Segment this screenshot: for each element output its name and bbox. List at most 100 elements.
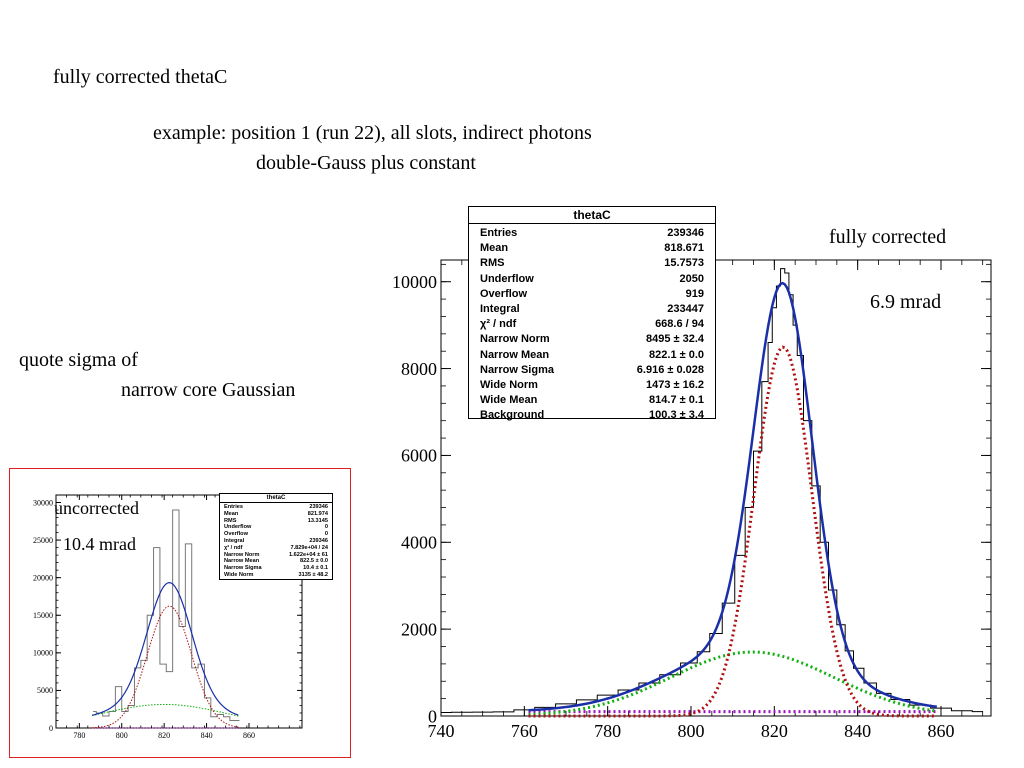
main-stat-value: 814.7 ± 0.1 [649,394,704,407]
inset-stat-value: 821.974 [307,510,328,517]
histogram-line [93,509,240,721]
inset-stat-label: Entries [224,504,243,510]
inset-stat-value: 239346 [309,504,328,510]
main-stats-rows: Entries 239346 Mean 818.671 RMS 15.7573 Underf… [469,224,715,423]
y-tick-label: 20000 [33,573,53,582]
main-chart-label: fully corrected [829,226,946,248]
main-stat-row: Mean 818.671 [480,241,704,256]
main-stat-value: 668.6 / 94 [655,318,704,331]
inset-stat-row: Integral 239346 [224,538,328,545]
note-line-1: quote sigma of [19,349,138,371]
inset-stat-label: Overflow [224,531,248,538]
x-tick-label: 780 [73,731,85,740]
inset-stat-label: Mean [224,510,239,517]
x-tick-label: 840 [844,721,871,741]
inset-stat-label: Underflow [224,524,252,531]
main-stat-row: Narrow Norm 8495 ± 32.4 [480,332,704,347]
main-stat-row: χ² / ndf 668.6 / 94 [480,317,704,332]
main-stat-label: Background [480,409,545,422]
note-line-2: narrow core Gaussian [121,379,296,401]
inset-stat-row: χ² / ndf 7.829e+04 / 24 [224,545,328,552]
total-fit-line [91,582,239,716]
main-stat-label: χ² / ndf [480,318,517,331]
inset-stat-value: 7.829e+04 / 24 [290,544,328,551]
y-tick-label: 4000 [401,533,437,553]
inset-stat-value: 822.5 ± 0.0 [300,558,328,565]
main-stat-value: 15.7573 [664,257,704,270]
inset-stat-label: Narrow Sigma [224,565,262,572]
main-stat-row: Entries 239346 [480,226,704,241]
plot-frame [55,494,303,729]
main-stat-row: Integral 233447 [480,302,704,317]
main-stat-label: Mean [480,242,509,255]
inset-stat-row: Wide Norm 3135 ± 48.2 [224,572,328,579]
main-stat-label: Entries [480,227,518,239]
inset-chart-sigma-label: 10.4 mrad [63,534,136,554]
main-stat-label: Overflow [480,287,528,300]
x-tick-label: 780 [594,721,621,741]
main-stat-row: Underflow 2050 [480,272,704,287]
y-tick-label: 10000 [392,272,437,292]
y-tick-label: 30000 [33,498,53,507]
x-tick-label: 760 [511,721,538,741]
plot-frame [440,259,992,717]
inset-stat-value: 10.4 ± 0.1 [303,565,328,572]
main-stat-value: 1473 ± 16.2 [645,378,704,391]
main-stat-value: 2050 [679,272,704,285]
inset-stat-row: RMS 13.3145 [224,518,328,525]
main-stat-value: 233447 [667,302,704,315]
y-tick-label: 5000 [37,686,53,695]
main-stat-value: 239346 [667,227,704,239]
main-stat-label: Integral [480,302,520,315]
main-stat-row: Background 100.3 ± 3.4 [480,408,704,423]
inset-stat-value: 1.622e+04 ± 61 [289,551,328,558]
main-stat-row: Wide Norm 1473 ± 16.2 [480,378,704,393]
main-stat-label: RMS [480,257,505,270]
inset-stat-value: 239346 [309,537,328,544]
inset-stat-row: Narrow Mean 822.5 ± 0.0 [224,558,328,565]
inset-stat-row: Narrow Norm 1.622e+04 ± 61 [224,552,328,559]
y-tick-label: 0 [428,706,437,726]
x-tick-label: 800 [116,731,128,740]
inset-stat-label: Narrow Mean [224,558,260,565]
main-stat-label: Wide Norm [480,378,538,391]
subtitle-line-1: example: position 1 (run 22), all slots,… [153,122,592,144]
main-stat-value: 919 [685,287,704,300]
main-stat-label: Narrow Mean [480,348,550,361]
y-tick-label: 0 [49,724,53,733]
y-tick-label: 15000 [33,611,53,620]
main-stat-label: Wide Mean [480,394,538,407]
x-tick-label: 840 [201,731,213,740]
main-stat-row: Wide Mean 814.7 ± 0.1 [480,393,704,408]
inset-stats-rows: Entries 239346 Mean 821.974 RMS 13.3145 Underf… [220,503,332,579]
inset-stat-value: 3135 ± 48.2 [298,571,328,578]
main-stat-row: Narrow Mean 822.1 ± 0.0 [480,348,704,363]
main-stats-box: thetaC Entries 239346 Mean 818.671 RMS 15.757… [468,206,716,421]
main-stat-value: 8495 ± 32.4 [645,333,704,346]
x-tick-label: 820 [158,731,170,740]
subtitle-line-2: double-Gauss plus constant [256,152,476,174]
inset-stat-row: Narrow Sigma 10.4 ± 0.1 [224,565,328,572]
wide-gaussian-line [91,703,239,717]
main-stat-value: 6.916 ± 0.028 [636,363,704,376]
inset-stat-value: 0 [324,531,328,538]
main-stat-row: RMS 15.7573 [480,256,704,271]
x-tick-label: 860 [243,731,255,740]
main-chart-sigma-label: 6.9 mrad [870,291,941,313]
x-tick-label: 740 [428,721,455,741]
inset-stat-row: Entries 239346 [224,504,328,511]
histogram-line [441,268,983,714]
x-tick-label: 860 [928,721,955,741]
main-stat-row: Overflow 919 [480,287,704,302]
main-stat-row: Narrow Sigma 6.916 ± 0.028 [480,363,704,378]
inset-stat-value: 0 [324,524,328,531]
inset-chart-label: uncorrected [54,498,139,518]
main-stats-title: thetaC [469,207,715,224]
inset-chart: 780 800 820 840 860 0 5000 10000 15000 20000 25000… [33,494,303,740]
inset-panel: 780 800 820 840 860 0 5000 10000 15000 20000 25000… [9,468,351,758]
x-tick-label: 820 [761,721,788,741]
y-tick-label: 2000 [401,619,437,639]
inset-stat-label: Narrow Norm [224,551,260,558]
narrow-gaussian-line [528,345,937,718]
